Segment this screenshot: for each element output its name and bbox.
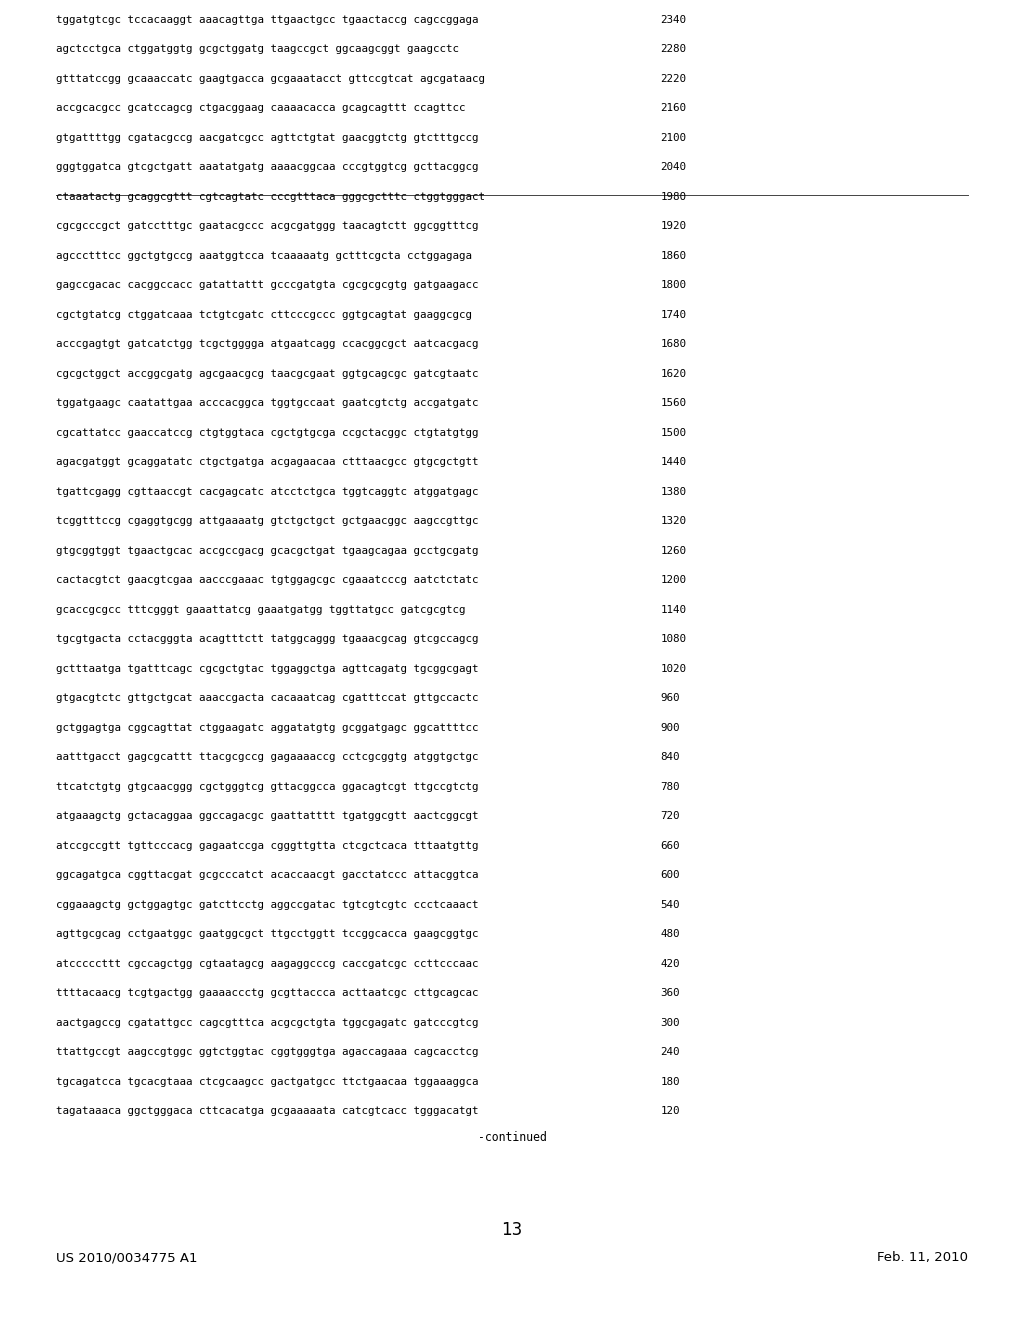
Text: tcggtttccg cgaggtgcgg attgaaaatg gtctgctgct gctgaacggc aagccgttgc: tcggtttccg cgaggtgcgg attgaaaatg gtctgct… xyxy=(56,516,479,527)
Text: tagataaaca ggctgggaca cttcacatga gcgaaaaata catcgtcacc tgggacatgt: tagataaaca ggctgggaca cttcacatga gcgaaaa… xyxy=(56,1106,479,1117)
Text: 1920: 1920 xyxy=(660,222,686,231)
Text: 780: 780 xyxy=(660,781,680,792)
Text: -continued: -continued xyxy=(477,1131,547,1144)
Text: 2100: 2100 xyxy=(660,133,686,143)
Text: 2160: 2160 xyxy=(660,103,686,114)
Text: tgcgtgacta cctacgggta acagtttctt tatggcaggg tgaaacgcag gtcgccagcg: tgcgtgacta cctacgggta acagtttctt tatggca… xyxy=(56,635,479,644)
Text: 660: 660 xyxy=(660,841,680,851)
Text: gagccgacac cacggccacc gatattattt gcccgatgta cgcgcgcgtg gatgaagacc: gagccgacac cacggccacc gatattattt gcccgat… xyxy=(56,280,479,290)
Text: 2340: 2340 xyxy=(660,15,686,25)
Text: ttattgccgt aagccgtggc ggtctggtac cggtgggtga agaccagaaa cagcacctcg: ttattgccgt aagccgtggc ggtctggtac cggtggg… xyxy=(56,1048,479,1057)
Text: gctttaatga tgatttcagc cgcgctgtac tggaggctga agttcagatg tgcggcgagt: gctttaatga tgatttcagc cgcgctgtac tggaggc… xyxy=(56,664,479,675)
Text: cgcgcccgct gatcctttgc gaatacgccc acgcgatggg taacagtctt ggcggtttcg: cgcgcccgct gatcctttgc gaatacgccc acgcgat… xyxy=(56,222,479,231)
Text: 240: 240 xyxy=(660,1048,680,1057)
Text: 1200: 1200 xyxy=(660,576,686,585)
Text: atccgccgtt tgttcccacg gagaatccga cgggttgtta ctcgctcaca tttaatgttg: atccgccgtt tgttcccacg gagaatccga cgggttg… xyxy=(56,841,479,851)
Text: 540: 540 xyxy=(660,900,680,909)
Text: gggtggatca gtcgctgatt aaatatgatg aaaacggcaa cccgtggtcg gcttacggcg: gggtggatca gtcgctgatt aaatatgatg aaaacgg… xyxy=(56,162,479,173)
Text: 840: 840 xyxy=(660,752,680,763)
Text: 1440: 1440 xyxy=(660,457,686,467)
Text: 1620: 1620 xyxy=(660,368,686,379)
Text: gtgattttgg cgatacgccg aacgatcgcc agttctgtat gaacggtctg gtctttgccg: gtgattttgg cgatacgccg aacgatcgcc agttctg… xyxy=(56,133,479,143)
Text: 1260: 1260 xyxy=(660,546,686,556)
Text: 2040: 2040 xyxy=(660,162,686,173)
Text: 180: 180 xyxy=(660,1077,680,1086)
Text: 1380: 1380 xyxy=(660,487,686,496)
Text: cgcattatcc gaaccatccg ctgtggtaca cgctgtgcga ccgctacggc ctgtatgtgg: cgcattatcc gaaccatccg ctgtggtaca cgctgtg… xyxy=(56,428,479,438)
Text: ttcatctgtg gtgcaacggg cgctgggtcg gttacggcca ggacagtcgt ttgccgtctg: ttcatctgtg gtgcaacggg cgctgggtcg gttacgg… xyxy=(56,781,479,792)
Text: US 2010/0034775 A1: US 2010/0034775 A1 xyxy=(56,1251,198,1265)
Text: 420: 420 xyxy=(660,958,680,969)
Text: gtgcggtggt tgaactgcac accgccgacg gcacgctgat tgaagcagaa gcctgcgatg: gtgcggtggt tgaactgcac accgccgacg gcacgct… xyxy=(56,546,479,556)
Text: atgaaagctg gctacaggaa ggccagacgc gaattatttt tgatggcgtt aactcggcgt: atgaaagctg gctacaggaa ggccagacgc gaattat… xyxy=(56,812,479,821)
Text: 1500: 1500 xyxy=(660,428,686,438)
Text: acccgagtgt gatcatctgg tcgctgggga atgaatcagg ccacggcgct aatcacgacg: acccgagtgt gatcatctgg tcgctgggga atgaatc… xyxy=(56,339,479,350)
Text: 120: 120 xyxy=(660,1106,680,1117)
Text: Feb. 11, 2010: Feb. 11, 2010 xyxy=(877,1251,968,1265)
Text: 1560: 1560 xyxy=(660,399,686,408)
Text: 720: 720 xyxy=(660,812,680,821)
Text: ggcagatgca cggttacgat gcgcccatct acaccaacgt gacctatccc attacggtca: ggcagatgca cggttacgat gcgcccatct acaccaa… xyxy=(56,870,479,880)
Text: 960: 960 xyxy=(660,693,680,704)
Text: gctggagtga cggcagttat ctggaagatc aggatatgtg gcggatgagc ggcattttcc: gctggagtga cggcagttat ctggaagatc aggatat… xyxy=(56,723,479,733)
Text: ttttacaacg tcgtgactgg gaaaaccctg gcgttaccca acttaatcgc cttgcagcac: ttttacaacg tcgtgactgg gaaaaccctg gcgttac… xyxy=(56,989,479,998)
Text: gtttatccgg gcaaaccatc gaagtgacca gcgaaatacct gttccgtcat agcgataacg: gtttatccgg gcaaaccatc gaagtgacca gcgaaat… xyxy=(56,74,485,83)
Text: 900: 900 xyxy=(660,723,680,733)
Text: 1800: 1800 xyxy=(660,280,686,290)
Text: ctaaatactg gcaggcgttt cgtcagtatc cccgtttaca gggcgctttc ctggtgggact: ctaaatactg gcaggcgttt cgtcagtatc cccgttt… xyxy=(56,191,485,202)
Text: cgcgctggct accggcgatg agcgaacgcg taacgcgaat ggtgcagcgc gatcgtaatc: cgcgctggct accggcgatg agcgaacgcg taacgcg… xyxy=(56,368,479,379)
Text: gcaccgcgcc tttcgggt gaaattatcg gaaatgatgg tggttatgcc gatcgcgtcg: gcaccgcgcc tttcgggt gaaattatcg gaaatgatg… xyxy=(56,605,466,615)
Text: aactgagccg cgatattgcc cagcgtttca acgcgctgta tggcgagatc gatcccgtcg: aactgagccg cgatattgcc cagcgtttca acgcgct… xyxy=(56,1018,479,1028)
Text: accgcacgcc gcatccagcg ctgacggaag caaaacacca gcagcagttt ccagttcc: accgcacgcc gcatccagcg ctgacggaag caaaaca… xyxy=(56,103,466,114)
Text: agccctttcc ggctgtgccg aaatggtcca tcaaaaatg gctttcgcta cctggagaga: agccctttcc ggctgtgccg aaatggtcca tcaaaaa… xyxy=(56,251,472,261)
Text: agacgatggt gcaggatatc ctgctgatga acgagaacaa ctttaacgcc gtgcgctgtt: agacgatggt gcaggatatc ctgctgatga acgagaa… xyxy=(56,457,479,467)
Text: 1020: 1020 xyxy=(660,664,686,675)
Text: 1320: 1320 xyxy=(660,516,686,527)
Text: tggatgtcgc tccacaaggt aaacagttga ttgaactgcc tgaactaccg cagccggaga: tggatgtcgc tccacaaggt aaacagttga ttgaact… xyxy=(56,15,479,25)
Text: 2220: 2220 xyxy=(660,74,686,83)
Text: atcccccttt cgccagctgg cgtaatagcg aagaggcccg caccgatcgc ccttcccaac: atcccccttt cgccagctgg cgtaatagcg aagaggc… xyxy=(56,958,479,969)
Text: 1080: 1080 xyxy=(660,635,686,644)
Text: 1740: 1740 xyxy=(660,310,686,319)
Text: 2280: 2280 xyxy=(660,45,686,54)
Text: 1140: 1140 xyxy=(660,605,686,615)
Text: gtgacgtctc gttgctgcat aaaccgacta cacaaatcag cgatttccat gttgccactc: gtgacgtctc gttgctgcat aaaccgacta cacaaat… xyxy=(56,693,479,704)
Text: 600: 600 xyxy=(660,870,680,880)
Text: tggatgaagc caatattgaa acccacggca tggtgccaat gaatcgtctg accgatgatc: tggatgaagc caatattgaa acccacggca tggtgcc… xyxy=(56,399,479,408)
Text: 13: 13 xyxy=(502,1221,522,1239)
Text: 360: 360 xyxy=(660,989,680,998)
Text: 1860: 1860 xyxy=(660,251,686,261)
Text: cgctgtatcg ctggatcaaa tctgtcgatc cttcccgccc ggtgcagtat gaaggcgcg: cgctgtatcg ctggatcaaa tctgtcgatc cttcccg… xyxy=(56,310,472,319)
Text: agctcctgca ctggatggtg gcgctggatg taagccgct ggcaagcggt gaagcctc: agctcctgca ctggatggtg gcgctggatg taagccg… xyxy=(56,45,460,54)
Text: 300: 300 xyxy=(660,1018,680,1028)
Text: tgattcgagg cgttaaccgt cacgagcatc atcctctgca tggtcaggtc atggatgagc: tgattcgagg cgttaaccgt cacgagcatc atcctct… xyxy=(56,487,479,496)
Text: tgcagatcca tgcacgtaaa ctcgcaagcc gactgatgcc ttctgaacaa tggaaaggca: tgcagatcca tgcacgtaaa ctcgcaagcc gactgat… xyxy=(56,1077,479,1086)
Text: 1680: 1680 xyxy=(660,339,686,350)
Text: cggaaagctg gctggagtgc gatcttcctg aggccgatac tgtcgtcgtc ccctcaaact: cggaaagctg gctggagtgc gatcttcctg aggccga… xyxy=(56,900,479,909)
Text: cactacgtct gaacgtcgaa aacccgaaac tgtggagcgc cgaaatcccg aatctctatc: cactacgtct gaacgtcgaa aacccgaaac tgtggag… xyxy=(56,576,479,585)
Text: 1980: 1980 xyxy=(660,191,686,202)
Text: 480: 480 xyxy=(660,929,680,940)
Text: agttgcgcag cctgaatggc gaatggcgct ttgcctggtt tccggcacca gaagcggtgc: agttgcgcag cctgaatggc gaatggcgct ttgcctg… xyxy=(56,929,479,940)
Text: aatttgacct gagcgcattt ttacgcgccg gagaaaaccg cctcgcggtg atggtgctgc: aatttgacct gagcgcattt ttacgcgccg gagaaaa… xyxy=(56,752,479,763)
